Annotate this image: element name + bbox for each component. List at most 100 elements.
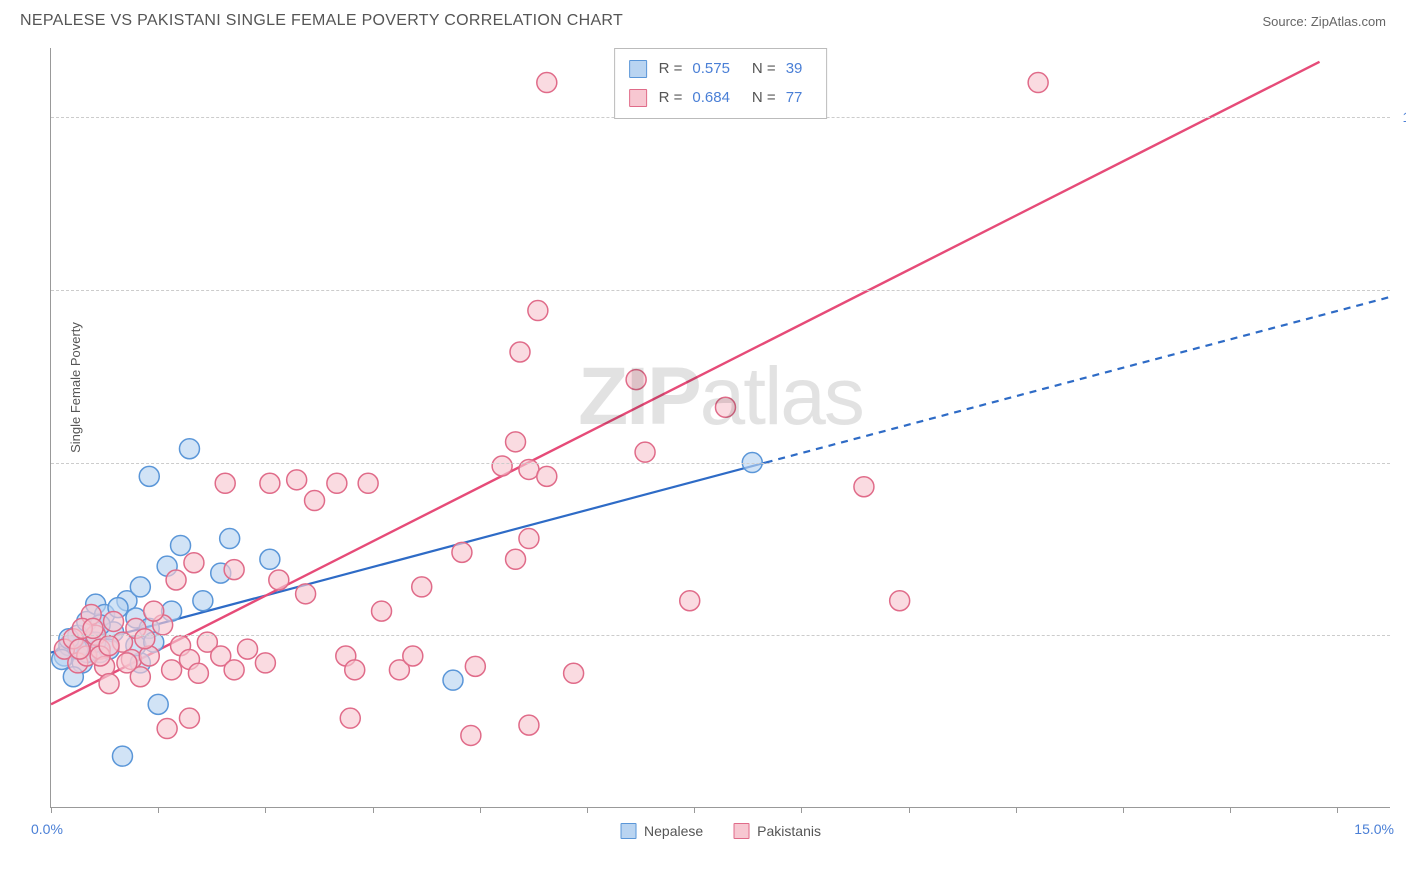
legend-label: Nepalese — [644, 823, 703, 839]
x-tick-mark — [1230, 807, 1231, 813]
data-point — [220, 529, 240, 549]
data-point — [680, 591, 700, 611]
data-point — [506, 432, 526, 452]
data-point — [238, 639, 258, 659]
x-tick-mark — [1016, 807, 1017, 813]
correlation-stats-box: R = 0.575 N = 39 R = 0.684 N = 77 — [614, 48, 828, 119]
data-point — [890, 591, 910, 611]
data-point — [171, 535, 191, 555]
r-value: 0.575 — [692, 55, 730, 84]
data-point — [157, 719, 177, 739]
data-point — [465, 656, 485, 676]
data-point — [358, 473, 378, 493]
chart-plot-area: ZIPatlas R =0.575N =39R =0.684N =77 25.0… — [50, 48, 1390, 808]
x-tick-mark — [373, 807, 374, 813]
data-point — [287, 470, 307, 490]
data-point — [193, 591, 213, 611]
data-point — [135, 629, 155, 649]
x-tick-mark — [265, 807, 266, 813]
data-point — [506, 549, 526, 569]
data-point — [635, 442, 655, 462]
legend-swatch — [629, 60, 647, 78]
data-point — [188, 663, 208, 683]
legend-swatch — [620, 823, 636, 839]
data-point — [340, 708, 360, 728]
data-point — [510, 342, 530, 362]
chart-source: Source: ZipAtlas.com — [1262, 14, 1386, 29]
legend-swatch — [629, 89, 647, 107]
data-point — [99, 636, 119, 656]
x-tick-mark — [1337, 807, 1338, 813]
x-tick-mark — [51, 807, 52, 813]
data-point — [372, 601, 392, 621]
data-point — [564, 663, 584, 683]
n-value: 39 — [786, 55, 803, 84]
legend-item: Pakistanis — [733, 823, 821, 839]
data-point — [112, 746, 132, 766]
data-point — [215, 473, 235, 493]
data-point — [452, 542, 472, 562]
data-point — [162, 660, 182, 680]
trend-line-extrapolated — [766, 297, 1391, 463]
r-value: 0.684 — [692, 84, 730, 113]
data-point — [461, 725, 481, 745]
data-point — [715, 397, 735, 417]
data-point — [70, 639, 90, 659]
data-point — [179, 439, 199, 459]
x-tick-mark — [158, 807, 159, 813]
data-point — [269, 570, 289, 590]
data-point — [1028, 73, 1048, 93]
r-label: R = — [659, 84, 683, 113]
data-point — [104, 611, 124, 631]
data-point — [179, 708, 199, 728]
data-point — [148, 694, 168, 714]
data-point — [296, 584, 316, 604]
stats-row: R = 0.684 N = 77 — [629, 84, 813, 113]
data-point — [519, 715, 539, 735]
data-point — [139, 466, 159, 486]
n-value: 77 — [786, 84, 803, 113]
data-point — [519, 529, 539, 549]
data-point — [224, 660, 244, 680]
scatter-svg — [51, 48, 1390, 807]
legend-label: Pakistanis — [757, 823, 821, 839]
data-point — [144, 601, 164, 621]
data-point — [345, 660, 365, 680]
gridline — [51, 463, 1390, 464]
n-label: N = — [752, 84, 776, 113]
series-legend: Nepalese Pakistanis — [620, 823, 821, 839]
data-point — [327, 473, 347, 493]
chart-header: NEPALESE VS PAKISTANI SINGLE FEMALE POVE… — [0, 0, 1406, 38]
data-point — [184, 553, 204, 573]
data-point — [260, 473, 280, 493]
data-point — [537, 466, 557, 486]
gridline — [51, 635, 1390, 636]
data-point — [443, 670, 463, 690]
x-axis-start-label: 0.0% — [31, 821, 63, 837]
x-tick-mark — [480, 807, 481, 813]
data-point — [626, 370, 646, 390]
x-tick-mark — [1123, 807, 1124, 813]
data-point — [492, 456, 512, 476]
data-point — [166, 570, 186, 590]
data-point — [403, 646, 423, 666]
stats-row: R = 0.575 N = 39 — [629, 55, 813, 84]
data-point — [305, 491, 325, 511]
data-point — [528, 301, 548, 321]
chart-title: NEPALESE VS PAKISTANI SINGLE FEMALE POVE… — [20, 12, 623, 30]
x-tick-mark — [801, 807, 802, 813]
data-point — [224, 560, 244, 580]
data-point — [130, 577, 150, 597]
data-point — [412, 577, 432, 597]
data-point — [260, 549, 280, 569]
data-point — [117, 653, 137, 673]
n-label: N = — [752, 55, 776, 84]
data-point — [255, 653, 275, 673]
x-tick-mark — [694, 807, 695, 813]
y-tick-label: 100.0% — [1403, 109, 1406, 125]
legend-swatch — [733, 823, 749, 839]
data-point — [99, 674, 119, 694]
r-label: R = — [659, 55, 683, 84]
x-axis-end-label: 15.0% — [1354, 821, 1394, 837]
x-tick-mark — [587, 807, 588, 813]
